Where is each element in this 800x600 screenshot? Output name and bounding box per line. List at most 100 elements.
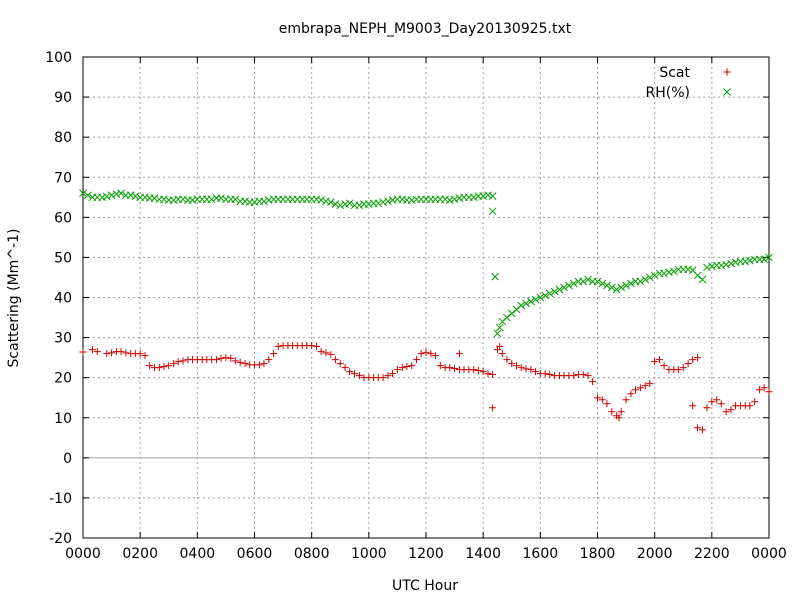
rh-point — [545, 289, 554, 298]
rh-point — [450, 195, 459, 204]
scat-point — [698, 426, 706, 434]
rh-point — [669, 267, 678, 276]
rh-point — [84, 191, 92, 200]
scat-point — [165, 362, 173, 370]
rh-point — [693, 271, 702, 280]
rh-point — [584, 275, 592, 284]
scat-point — [608, 408, 616, 416]
scat-point — [227, 354, 235, 362]
scat-point — [212, 356, 220, 364]
scat-point — [403, 362, 411, 370]
y-tick-label: 90 — [54, 90, 72, 106]
scat-point — [713, 396, 721, 404]
x-tick-label: 1400 — [465, 546, 501, 562]
rh-point — [517, 301, 526, 310]
scat-point — [694, 354, 702, 362]
rh-point — [79, 189, 87, 198]
rh-point — [607, 283, 616, 292]
scat-point — [222, 354, 230, 362]
y-tick-label: 80 — [54, 130, 72, 146]
y-tick-label: 60 — [54, 210, 72, 226]
rh-point — [522, 299, 530, 308]
scat-point — [517, 364, 525, 372]
rh-point — [650, 271, 659, 280]
rh-point — [527, 297, 535, 306]
scat-point — [355, 372, 363, 380]
rh-point — [379, 198, 387, 206]
scat-point — [174, 358, 182, 366]
scat-point — [155, 364, 163, 372]
x-tick-label: 0400 — [180, 546, 216, 562]
scat-point — [422, 348, 430, 356]
scat-point — [79, 348, 87, 356]
rh-point — [374, 199, 383, 208]
rh-point — [312, 195, 321, 204]
y-tick-label: 50 — [54, 250, 72, 266]
y-tick-label: 100 — [45, 50, 72, 66]
scat-point — [336, 360, 344, 368]
scat-point — [274, 342, 282, 350]
scat-point — [179, 357, 187, 365]
scat-point — [603, 400, 611, 408]
scat-point — [722, 408, 730, 416]
rh-point — [495, 323, 504, 332]
scat-point — [703, 404, 711, 412]
scat-point — [436, 362, 444, 370]
rh-point — [169, 196, 178, 204]
scat-point — [531, 368, 539, 376]
scat-point — [93, 348, 101, 356]
y-axis-label: Scattering (Mm^-1) — [6, 229, 22, 368]
scat-point — [546, 370, 554, 378]
rh-point — [98, 193, 107, 202]
legend: Scat RH(%) — [646, 65, 731, 101]
scat-point — [408, 362, 416, 370]
rh-point — [565, 281, 573, 290]
rh-point — [569, 279, 578, 288]
rh-point — [141, 193, 149, 202]
rh-point — [260, 197, 268, 206]
rh-point — [217, 194, 225, 202]
scat-point — [527, 366, 535, 374]
rh-point — [579, 277, 588, 286]
scat-point — [489, 370, 497, 378]
scat-point — [446, 364, 454, 372]
scat-point — [708, 398, 716, 406]
axis-ticks — [82, 56, 770, 539]
rh-point — [188, 196, 197, 204]
scat-point — [455, 350, 463, 358]
rh-point — [445, 196, 454, 204]
scat-point — [598, 396, 606, 404]
x-tick-label: 2000 — [637, 546, 673, 562]
legend-marker-rh — [723, 88, 731, 96]
scat-point — [241, 360, 249, 368]
scat-point — [88, 346, 96, 354]
scat-point — [646, 380, 654, 388]
scat-point — [117, 348, 125, 356]
scat-point — [308, 342, 316, 350]
rh-point — [345, 199, 354, 208]
rh-point — [441, 195, 450, 204]
scat-point — [479, 368, 487, 376]
rh-point — [250, 198, 259, 206]
rh-point — [469, 193, 478, 202]
scat-point — [236, 358, 244, 366]
scat-point — [170, 360, 178, 368]
scat-point — [313, 342, 321, 350]
rh-point — [117, 189, 125, 198]
rh-point — [126, 191, 135, 200]
x-axis-label: UTC Hour — [392, 578, 458, 594]
rh-point — [550, 287, 559, 296]
rh-point — [765, 253, 773, 262]
x-tick-label: 1000 — [351, 546, 387, 562]
scat-point — [484, 370, 492, 378]
chart-title: embrapa_NEPH_M9003_Day20130925.txt — [279, 21, 572, 37]
scat-point — [513, 362, 521, 370]
legend-marker-scat — [723, 68, 731, 76]
scat-point — [489, 404, 497, 412]
scat-point — [679, 364, 687, 372]
scat-point — [351, 370, 359, 378]
rh-point — [241, 197, 249, 206]
rh-point — [322, 197, 330, 206]
y-tick-label: -10 — [49, 491, 72, 507]
scat-point — [231, 357, 239, 365]
